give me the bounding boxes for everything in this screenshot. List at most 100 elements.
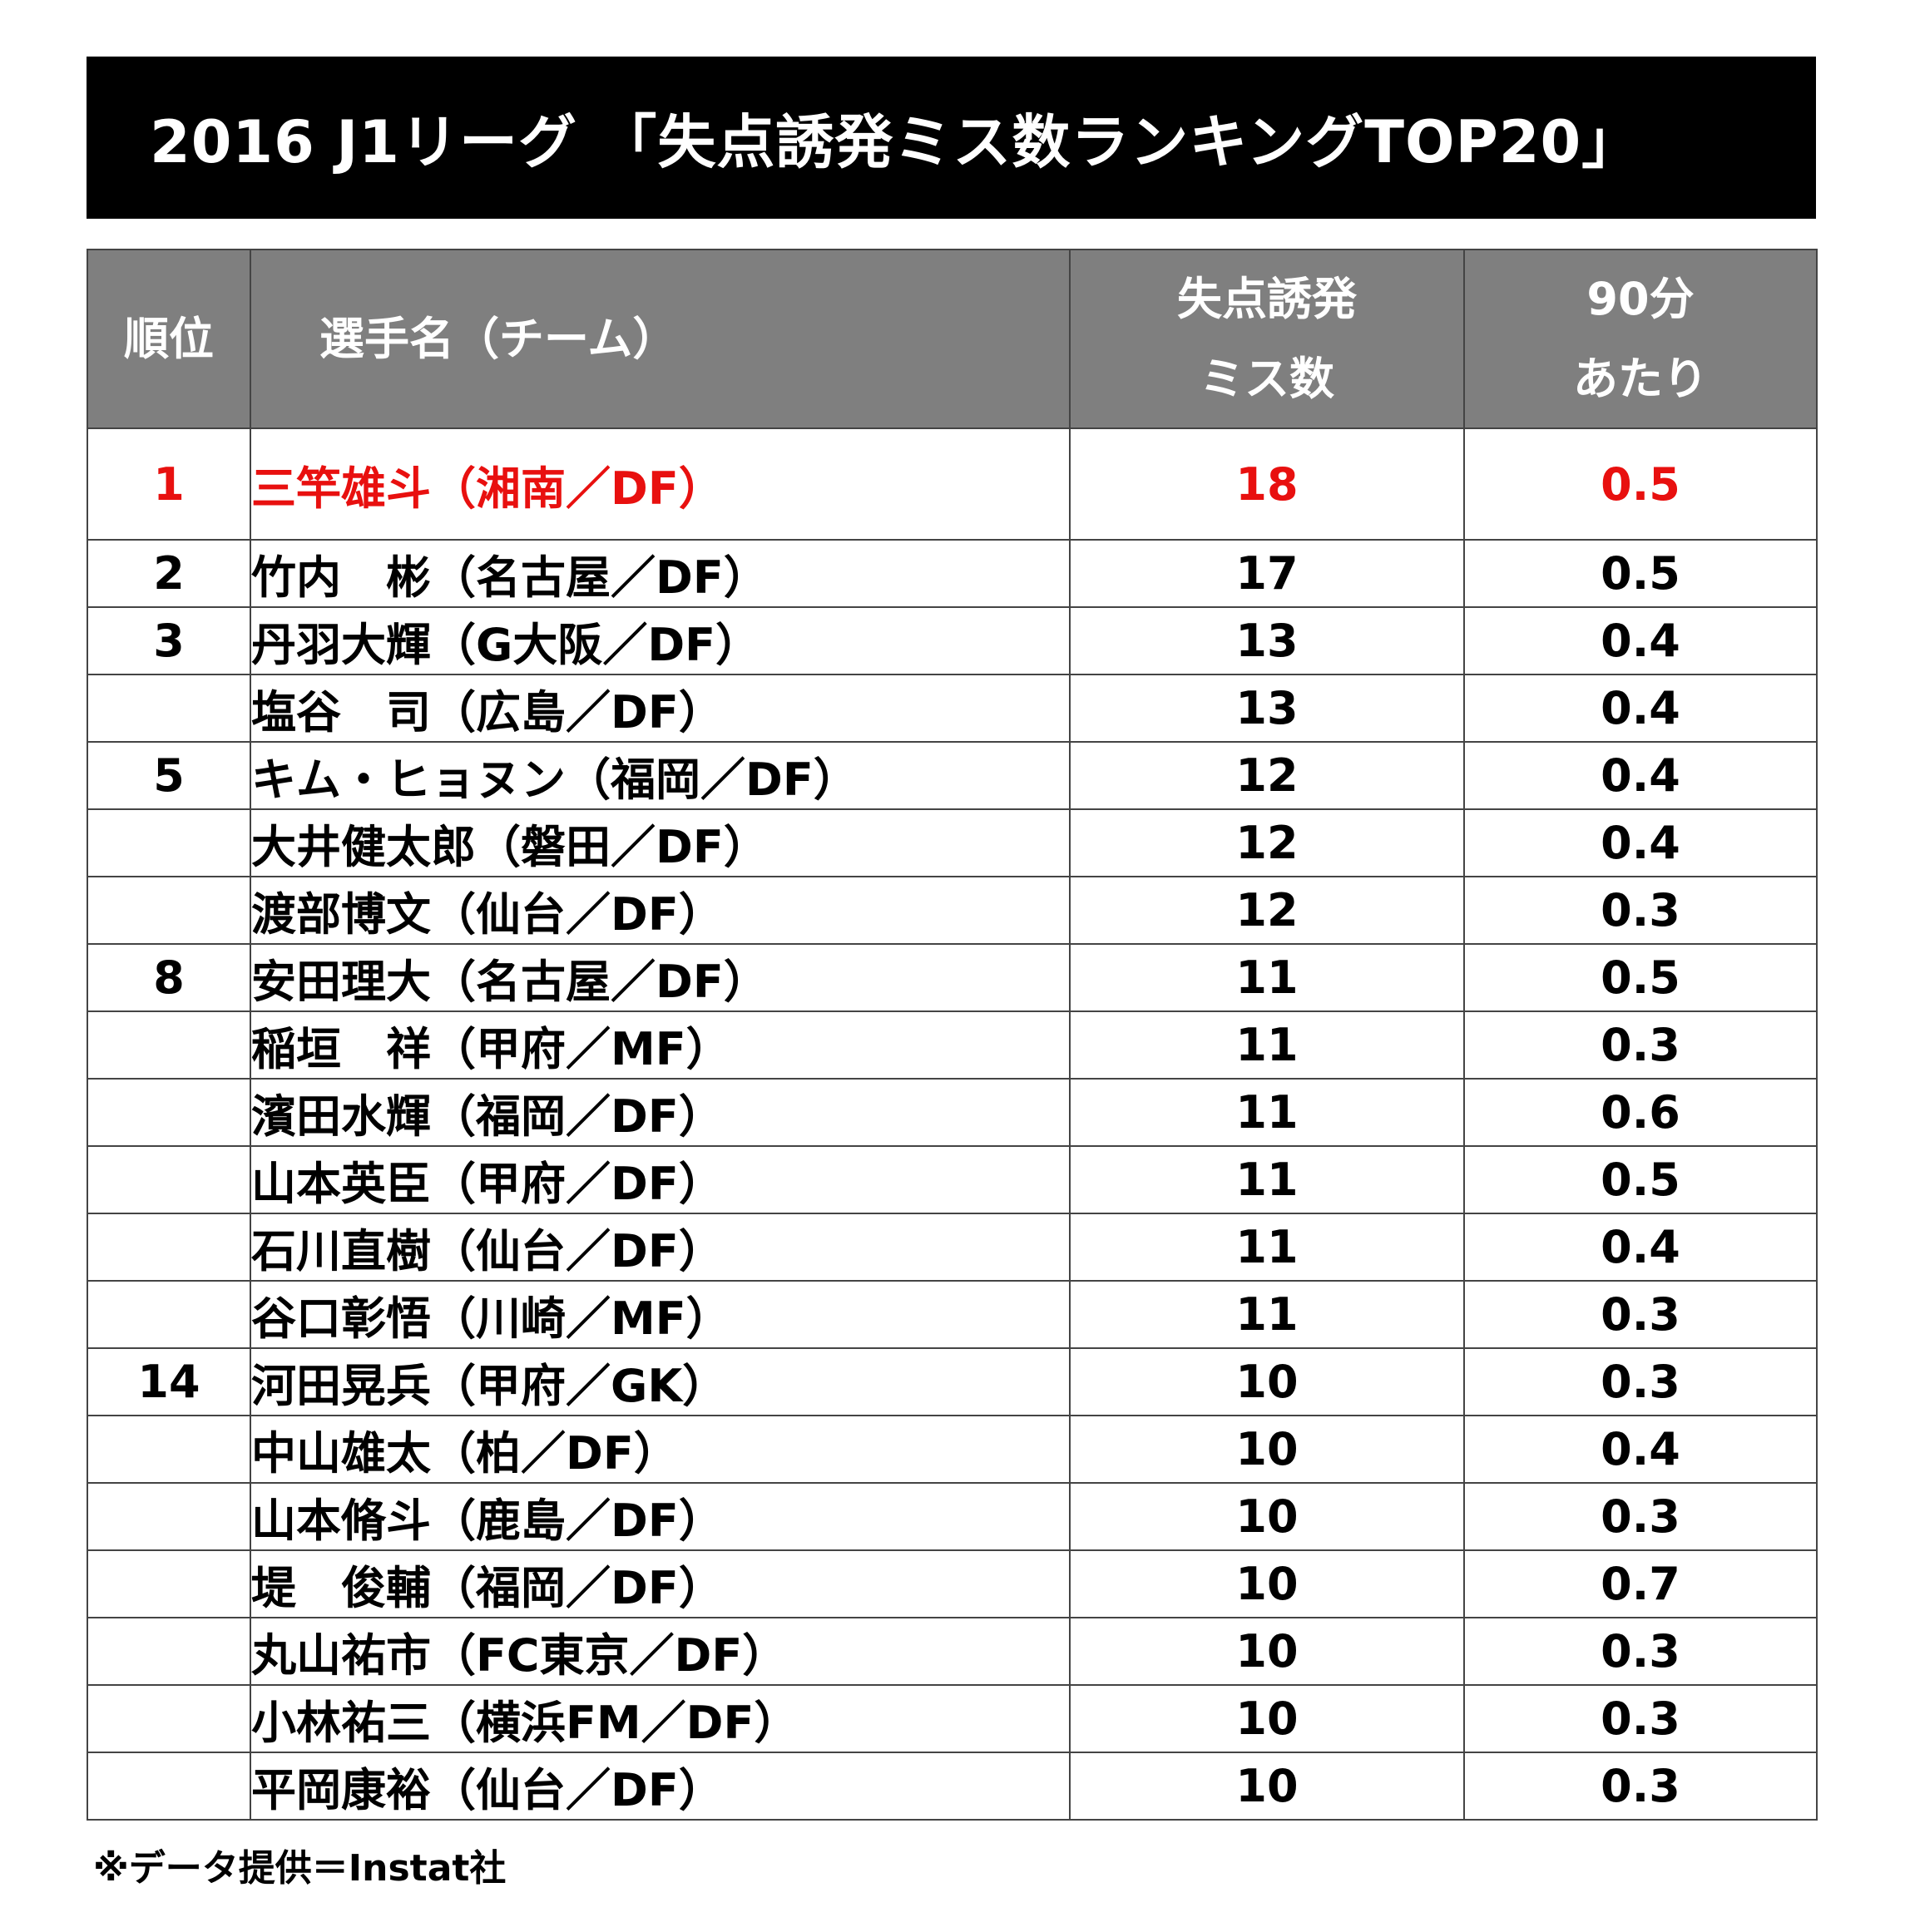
ranking-table: 順位 選手名（チーム） 失点誘発 ミス数 90分 あたり 1 三竿雄斗（湘南／D…	[87, 249, 1818, 1821]
player-cell: 濱田水輝（福岡／DF）	[250, 1078, 1071, 1147]
header-per90-line2: あたり	[1573, 352, 1708, 405]
player-cell: 山本脩斗（鹿島／DF）	[250, 1482, 1071, 1551]
player-cell: 石川直樹（仙台／DF）	[250, 1213, 1071, 1282]
rank-cell	[87, 1078, 251, 1147]
misses-cell: 17	[1069, 539, 1465, 608]
ranking-body: 1 三竿雄斗（湘南／DF） 18 0.5 2 竹内 彬（名古屋／DF） 17 0…	[87, 427, 1818, 1821]
rank-cell	[87, 876, 251, 945]
table-row: 稲垣 祥（甲府／MF） 11 0.3	[87, 1010, 1818, 1080]
per90-cell: 0.3	[1463, 1010, 1818, 1080]
misses-cell: 13	[1069, 606, 1465, 675]
table-row: 14 河田晃兵（甲府／GK） 10 0.3	[87, 1347, 1818, 1416]
misses-cell: 12	[1069, 808, 1465, 877]
rank-cell: 3	[87, 606, 251, 675]
player-cell: 堤 俊輔（福岡／DF）	[250, 1549, 1071, 1618]
per90-cell: 0.3	[1463, 1684, 1818, 1753]
table-row: 中山雄太（柏／DF） 10 0.4	[87, 1415, 1818, 1484]
per90-cell: 0.3	[1463, 1482, 1818, 1551]
player-cell: 小林祐三（横浜FM／DF）	[250, 1684, 1071, 1753]
rank-cell	[87, 1752, 251, 1821]
header-rank: 順位	[87, 249, 251, 429]
misses-cell: 18	[1069, 427, 1465, 541]
per90-cell: 0.7	[1463, 1549, 1818, 1618]
header-misses: 失点誘発 ミス数	[1069, 249, 1465, 429]
player-cell: 中山雄太（柏／DF）	[250, 1415, 1071, 1484]
per90-cell: 0.5	[1463, 539, 1818, 608]
rank-cell	[87, 1415, 251, 1484]
rank-cell: 1	[87, 427, 251, 541]
rank-cell	[87, 1010, 251, 1080]
per90-cell: 0.4	[1463, 741, 1818, 810]
misses-cell: 10	[1069, 1684, 1465, 1753]
player-cell: 竹内 彬（名古屋／DF）	[250, 539, 1071, 608]
misses-cell: 11	[1069, 1280, 1465, 1349]
rank-cell	[87, 1482, 251, 1551]
misses-cell: 10	[1069, 1415, 1465, 1484]
table-row: 5 キム・ヒョヌン（福岡／DF） 12 0.4	[87, 741, 1818, 810]
misses-cell: 10	[1069, 1752, 1465, 1821]
rank-cell	[87, 1145, 251, 1214]
table-row: 小林祐三（横浜FM／DF） 10 0.3	[87, 1684, 1818, 1753]
misses-cell: 13	[1069, 674, 1465, 743]
misses-cell: 12	[1069, 741, 1465, 810]
rank-cell	[87, 808, 251, 877]
per90-cell: 0.3	[1463, 1347, 1818, 1416]
table-row: 3 丹羽大輝（G大阪／DF） 13 0.4	[87, 606, 1818, 675]
player-cell: 河田晃兵（甲府／GK）	[250, 1347, 1071, 1416]
rank-cell: 8	[87, 943, 251, 1012]
misses-cell: 10	[1069, 1549, 1465, 1618]
per90-cell: 0.4	[1463, 606, 1818, 675]
table-row: 渡部博文（仙台／DF） 12 0.3	[87, 876, 1818, 945]
per90-cell: 0.4	[1463, 674, 1818, 743]
table-row: 石川直樹（仙台／DF） 11 0.4	[87, 1213, 1818, 1282]
misses-cell: 11	[1069, 1078, 1465, 1147]
table-row: 丸山祐市（FC東京／DF） 10 0.3	[87, 1617, 1818, 1686]
misses-cell: 12	[1069, 876, 1465, 945]
rank-cell: 5	[87, 741, 251, 810]
player-cell: 稲垣 祥（甲府／MF）	[250, 1010, 1071, 1080]
rank-cell	[87, 1549, 251, 1618]
per90-cell: 0.3	[1463, 1280, 1818, 1349]
per90-cell: 0.3	[1463, 1617, 1818, 1686]
page-title: 2016 J1リーグ 「失点誘発ミス数ランキングTOP20」	[150, 108, 1641, 176]
table-row: 平岡康裕（仙台／DF） 10 0.3	[87, 1752, 1818, 1821]
player-cell: 渡部博文（仙台／DF）	[250, 876, 1071, 945]
table-row: 谷口彰悟（川崎／MF） 11 0.3	[87, 1280, 1818, 1349]
table-row: 2 竹内 彬（名古屋／DF） 17 0.5	[87, 539, 1818, 608]
table-row: 山本英臣（甲府／DF） 11 0.5	[87, 1145, 1818, 1214]
misses-cell: 10	[1069, 1347, 1465, 1416]
per90-cell: 0.5	[1463, 943, 1818, 1012]
player-cell: 谷口彰悟（川崎／MF）	[250, 1280, 1071, 1349]
misses-cell: 10	[1069, 1482, 1465, 1551]
misses-cell: 11	[1069, 1010, 1465, 1080]
player-cell: キム・ヒョヌン（福岡／DF）	[250, 741, 1071, 810]
player-cell: 塩谷 司（広島／DF）	[250, 674, 1071, 743]
player-cell: 大井健太郎（磐田／DF）	[250, 808, 1071, 877]
per90-cell: 0.4	[1463, 1213, 1818, 1282]
rank-cell	[87, 1684, 251, 1753]
table-row: 堤 俊輔（福岡／DF） 10 0.7	[87, 1549, 1818, 1618]
rank-cell	[87, 1280, 251, 1349]
table-row: 塩谷 司（広島／DF） 13 0.4	[87, 674, 1818, 743]
per90-cell: 0.5	[1463, 427, 1818, 541]
misses-cell: 11	[1069, 943, 1465, 1012]
misses-cell: 10	[1069, 1617, 1465, 1686]
header-misses-line2: ミス数	[1200, 352, 1334, 405]
player-cell: 山本英臣（甲府／DF）	[250, 1145, 1071, 1214]
header-per90-line1: 90分	[1586, 272, 1695, 325]
rank-cell: 2	[87, 539, 251, 608]
per90-cell: 0.4	[1463, 1415, 1818, 1484]
per90-cell: 0.3	[1463, 1752, 1818, 1821]
rank-cell: 14	[87, 1347, 251, 1416]
per90-cell: 0.5	[1463, 1145, 1818, 1214]
player-cell: 丹羽大輝（G大阪／DF）	[250, 606, 1071, 675]
header-per90: 90分 あたり	[1463, 249, 1818, 429]
misses-cell: 11	[1069, 1145, 1465, 1214]
table-row: 8 安田理大（名古屋／DF） 11 0.5	[87, 943, 1818, 1012]
header-misses-line1: 失点誘発	[1177, 272, 1357, 325]
per90-cell: 0.4	[1463, 808, 1818, 877]
title-banner: 2016 J1リーグ 「失点誘発ミス数ランキングTOP20」	[87, 57, 1816, 219]
table-row: 1 三竿雄斗（湘南／DF） 18 0.5	[87, 427, 1818, 541]
header-row: 順位 選手名（チーム） 失点誘発 ミス数 90分 あたり	[87, 249, 1818, 429]
per90-cell: 0.3	[1463, 876, 1818, 945]
